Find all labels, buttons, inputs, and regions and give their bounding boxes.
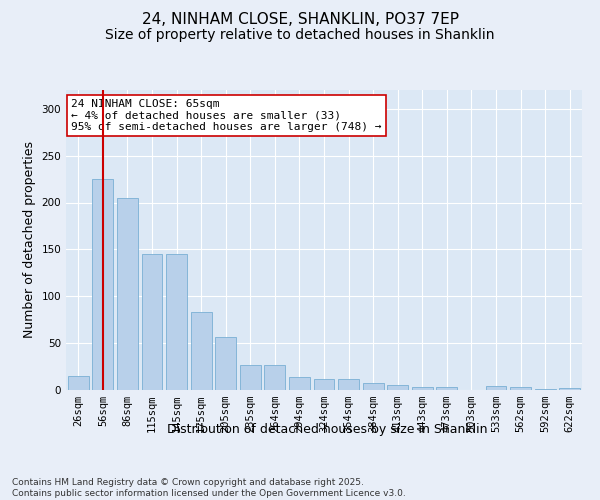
Bar [240,364,261,390]
Bar [559,388,580,390]
Bar [362,382,383,390]
Bar [191,312,212,390]
Bar [314,379,334,390]
Text: Contains HM Land Registry data © Crown copyright and database right 2025.
Contai: Contains HM Land Registry data © Crown c… [12,478,406,498]
Bar [92,179,113,390]
Bar [68,376,89,390]
Bar [436,387,457,390]
Bar [142,254,163,390]
Bar [485,386,506,390]
Text: 24, NINHAM CLOSE, SHANKLIN, PO37 7EP: 24, NINHAM CLOSE, SHANKLIN, PO37 7EP [142,12,458,28]
Bar [338,379,359,390]
Bar [412,387,433,390]
Text: Distribution of detached houses by size in Shanklin: Distribution of detached houses by size … [167,422,487,436]
Text: Size of property relative to detached houses in Shanklin: Size of property relative to detached ho… [105,28,495,42]
Bar [510,387,531,390]
Bar [387,386,408,390]
Text: 24 NINHAM CLOSE: 65sqm
← 4% of detached houses are smaller (33)
95% of semi-deta: 24 NINHAM CLOSE: 65sqm ← 4% of detached … [71,99,382,132]
Bar [215,336,236,390]
Bar [265,364,286,390]
Bar [289,377,310,390]
Y-axis label: Number of detached properties: Number of detached properties [23,142,36,338]
Bar [166,254,187,390]
Bar [535,389,556,390]
Bar [117,198,138,390]
